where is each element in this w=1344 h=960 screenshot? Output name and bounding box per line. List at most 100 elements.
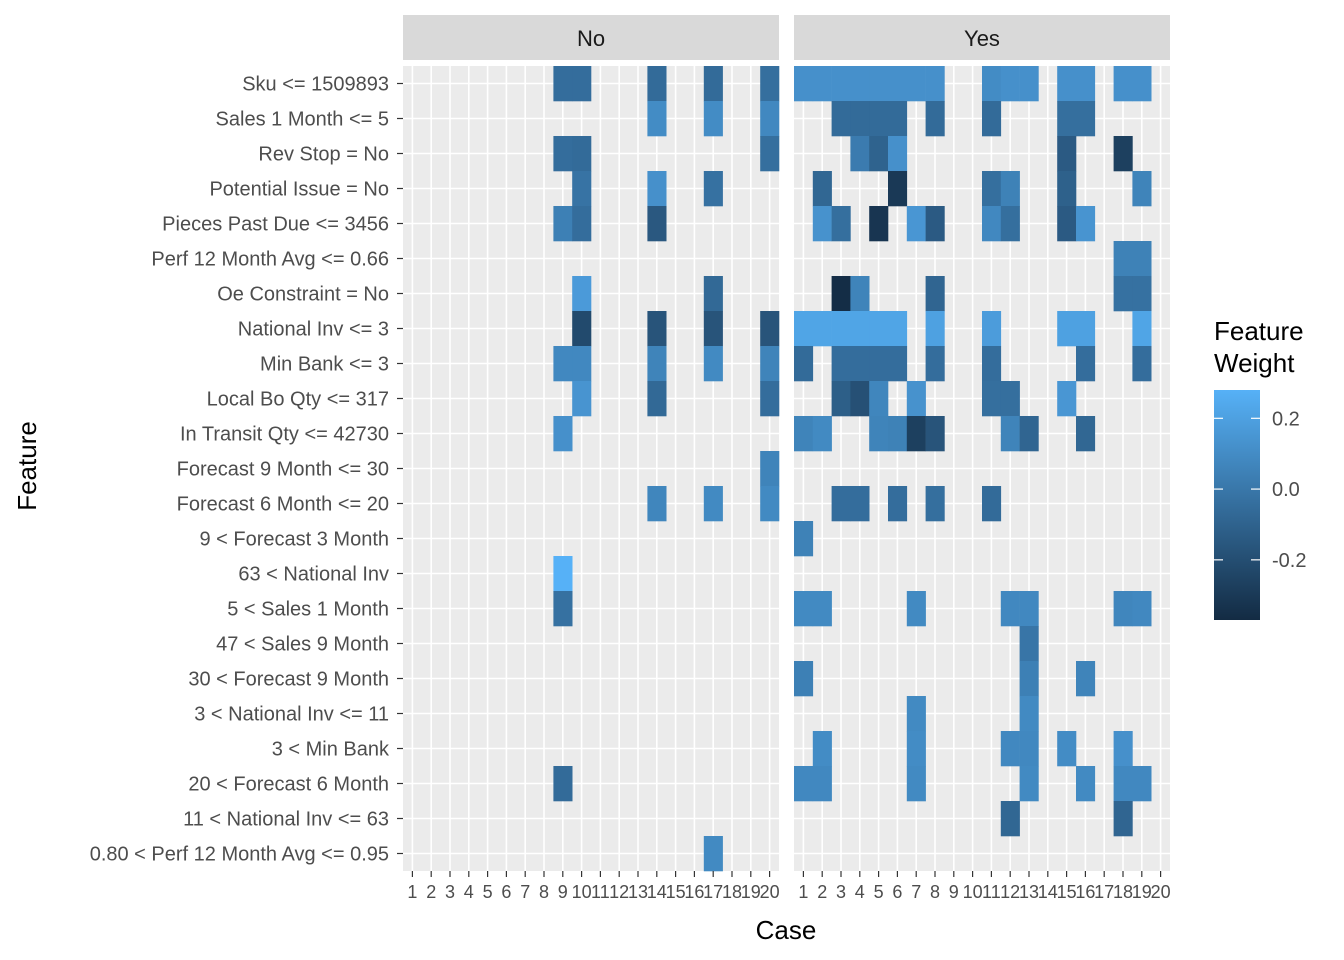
heatmap-cell [553, 556, 573, 592]
heatmap-cell [812, 66, 832, 102]
y-tick-label: 11 < National Inv <= 63 [183, 809, 389, 831]
x-tick-label: 13 [628, 882, 648, 902]
heatmap-cell [1076, 311, 1096, 347]
y-tick-label: Rev Stop = No [258, 144, 389, 166]
heatmap-cell [1057, 101, 1077, 137]
y-axis-title: Feature [12, 421, 42, 511]
heatmap-cell [647, 206, 667, 242]
x-tick-label: 12 [1000, 882, 1020, 902]
heatmap-cell [703, 486, 723, 522]
heatmap-cell [906, 696, 926, 732]
y-tick-label: 3 < National Inv <= 11 [194, 704, 389, 726]
heatmap-cell [703, 346, 723, 382]
heatmap-cell [1000, 381, 1020, 417]
heatmap-cell [869, 101, 889, 137]
heatmap-cell [925, 486, 945, 522]
heatmap-cell [906, 66, 926, 102]
heatmap-cell [794, 591, 814, 627]
heatmap-cell [794, 346, 814, 382]
heatmap-cell [906, 591, 926, 627]
heatmap-cell [1000, 66, 1020, 102]
heatmap-cell [869, 206, 889, 242]
x-tick-label: 16 [684, 882, 704, 902]
heatmap-cell [1132, 171, 1152, 207]
x-tick-label: 10 [963, 882, 983, 902]
heatmap-cell [1057, 206, 1077, 242]
heatmap-cell [1132, 311, 1152, 347]
heatmap-cell [794, 766, 814, 802]
heatmap-cell [760, 486, 780, 522]
heatmap-cell [1132, 241, 1152, 277]
heatmap-cell [1113, 766, 1133, 802]
heatmap-cell [831, 206, 851, 242]
heatmap-cell [850, 346, 870, 382]
heatmap-cell [1132, 276, 1152, 312]
heatmap-cell [553, 346, 573, 382]
heatmap-cell [869, 346, 889, 382]
heatmap-cell [1019, 766, 1039, 802]
panel-no: No [403, 15, 780, 872]
heatmap-cell [869, 416, 889, 452]
heatmap-cell [572, 136, 592, 172]
heatmap-cell [888, 66, 908, 102]
y-tick-label: Sku <= 1509893 [242, 74, 389, 96]
x-tick-label: 19 [1132, 882, 1152, 902]
heatmap-cell [572, 66, 592, 102]
heatmap-cell [760, 311, 780, 347]
x-tick-label: 1 [407, 882, 417, 902]
heatmap-cell [906, 381, 926, 417]
y-tick-label: 47 < Sales 9 Month [216, 634, 389, 656]
heatmap-cell [1000, 206, 1020, 242]
x-tick-label: 15 [1057, 882, 1077, 902]
y-axis: Sku <= 1509893 Sales 1 Month <= 5 Rev Stop… [90, 74, 403, 866]
heatmap-cell [1019, 416, 1039, 452]
heatmap-cell [812, 766, 832, 802]
heatmap-cell [703, 311, 723, 347]
heatmap-cell [553, 206, 573, 242]
heatmap-cell [906, 731, 926, 767]
heatmap-cell [553, 66, 573, 102]
heatmap-cell [888, 486, 908, 522]
legend-tick-label: 0.2 [1272, 408, 1300, 430]
heatmap-cell [1132, 591, 1152, 627]
heatmap-cell [1076, 766, 1096, 802]
heatmap-cell [1076, 206, 1096, 242]
heatmap-cell [703, 276, 723, 312]
heatmap-cell [812, 206, 832, 242]
x-tick-label: 14 [647, 882, 667, 902]
heatmap-cell [572, 346, 592, 382]
heatmap-cell [647, 486, 667, 522]
heatmap-cell [647, 346, 667, 382]
y-tick-label: Potential Issue = No [209, 179, 389, 201]
heatmap-cell [703, 66, 723, 102]
heatmap-cell [850, 66, 870, 102]
heatmap-cell [1057, 66, 1077, 102]
heatmap-cell [982, 311, 1002, 347]
x-tick-label: 20 [760, 882, 780, 902]
heatmap-cell [925, 101, 945, 137]
heatmap-cell [831, 346, 851, 382]
x-tick-label: 8 [930, 882, 940, 902]
heatmap-cell [794, 416, 814, 452]
x-tick-label: 11 [982, 882, 1001, 902]
heatmap-cell [850, 486, 870, 522]
heatmap-cell [1057, 136, 1077, 172]
heatmap-cell [760, 136, 780, 172]
y-tick-label: 20 < Forecast 6 Month [188, 774, 389, 796]
heatmap-cell [812, 311, 832, 347]
heatmap-cell [906, 416, 926, 452]
heatmap-cell [1113, 136, 1133, 172]
y-tick-label: Perf 12 Month Avg <= 0.66 [151, 249, 389, 271]
heatmap-cell [647, 381, 667, 417]
heatmap-cell [888, 101, 908, 137]
heatmap-cell [1019, 591, 1039, 627]
heatmap-cell [794, 311, 814, 347]
y-tick-label: 0.80 < Perf 12 Month Avg <= 0.95 [90, 844, 389, 866]
x-tick-label: 5 [874, 882, 884, 902]
x-tick-label: 16 [1075, 882, 1095, 902]
heatmap-cell [1113, 241, 1133, 277]
heatmap-cell [888, 346, 908, 382]
heatmap-cell [982, 486, 1002, 522]
heatmap-cell [1076, 346, 1096, 382]
